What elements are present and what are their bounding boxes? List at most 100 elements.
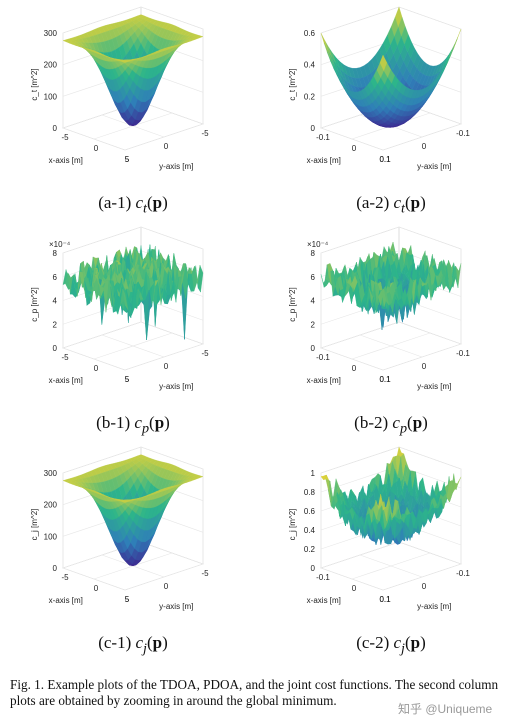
caption-prefix: (a-2) [356,193,394,212]
z-exponent-label: ×10⁻⁴ [49,240,71,249]
z-tick-label: 200 [44,61,58,70]
x-axis-label: x-axis [m] [307,376,341,385]
caption-prefix: (a-1) [98,193,136,212]
x-axis-label: x-axis [m] [307,596,341,605]
plot-panel-a2: 0.6 0.4 0.2 0 -0.1 0 0.1 -0.1 0 0.1 x-axis [m] y-ax… [266,6,516,188]
z-axis-label: c_t [m^2] [288,68,297,100]
caption-b2: (b-2) cp(p) [354,413,428,437]
y-tick-label: 0.1 [379,155,391,164]
x-axis-label: x-axis [m] [49,376,83,385]
z-tick-label: 300 [44,29,58,38]
axes-box-b2: 8 6 4 2 0 [311,226,462,371]
x-tick-label: -0.1 [456,569,470,578]
plot-panel-a1: 300 200 100 0 -5 0 5 -5 0 5 x-axis [m] y-axis [m] c_… [8,6,258,188]
z-tick-label: 0 [53,124,58,133]
z-tick-label: 0 [311,124,316,133]
caption-a1: (a-1) ct(p) [98,193,168,217]
z-tick-label: 0.2 [304,545,316,554]
caption-prefix: (b-2) [354,413,393,432]
y-tick-label: 0.1 [379,375,391,384]
z-tick-label: 2 [53,320,58,329]
z-tick-label: 0 [311,564,316,573]
z-tick-label: 0.4 [304,61,316,70]
x-tick-label: -5 [201,569,209,578]
y-axis-label: y-axis [m] [417,382,451,391]
plot-panel-c2: 1 0.8 0.6 0.4 0.2 0 -0.1 0 0.1 -0.1 0 0.1 x-axis [m]… [266,446,516,628]
z-axis-label: c_p [m^2] [30,287,39,321]
z-tick-label: 0 [53,344,58,353]
x-tick-label: 0 [422,362,427,371]
y-tick-label: 5 [125,595,130,604]
y-axis-label: y-axis [m] [417,602,451,611]
y-axis-label: y-axis [m] [417,162,451,171]
x-tick-label: 5 [125,375,130,384]
z-axis-label: c_j [m^2] [288,509,297,541]
y-axis-label: y-axis [m] [159,382,193,391]
x-tick-label: -5 [201,349,209,358]
surface-mesh-b1 [62,244,204,341]
y-tick-label: 0 [94,584,99,593]
surface-mesh-c2 [320,446,462,546]
plot-panel-b1: 8 6 4 2 0 -5 0 5 -5 0 5 x-axis [m] y-axis [m] c_p [m^… [8,226,258,408]
z-axis-label: c_t [m^2] [30,68,39,100]
x-tick-label: 0.1 [379,155,391,164]
z-tick-label: 4 [53,297,58,306]
y-tick-label: 0 [94,364,99,373]
z-tick-label: 0 [53,564,58,573]
x-tick-label: 0 [422,582,427,591]
y-tick-label: -5 [61,133,69,142]
x-tick-label: 0 [164,142,169,151]
z-exponent-label: ×10⁻⁴ [307,240,329,249]
caption-c1: (c-1) cj(p) [98,633,168,657]
x-axis-label: x-axis [m] [307,156,341,165]
x-tick-label: 5 [125,155,130,164]
z-tick-label: 2 [311,320,316,329]
z-tick-label: 8 [53,249,58,258]
figure-caption: Fig. 1. Example plots of the TDOA, PDOA,… [10,677,499,708]
z-tick-label: 0.6 [304,507,316,516]
z-tick-label: 0.8 [304,488,316,497]
y-tick-label: 5 [125,375,130,384]
surface-mesh-c1 [62,454,204,567]
x-axis-label: x-axis [m] [49,596,83,605]
z-tick-label: 200 [44,501,58,510]
x-tick-label: 0.1 [379,375,391,384]
z-tick-label: 6 [53,273,58,282]
plot-panel-b2: 8 6 4 2 0 -0.1 0 0.1 -0.1 0 0.1 x-axis [m] y-axis [m… [266,226,516,408]
y-axis-label: y-axis [m] [159,602,193,611]
y-tick-label: 0 [352,144,357,153]
caption-prefix: (c-2) [356,633,394,652]
surface-mesh-a2 [320,6,462,128]
x-tick-label: 0.1 [379,595,391,604]
z-tick-label: 0 [311,344,316,353]
y-tick-label: 0 [352,364,357,373]
surface-mesh-b2 [320,241,462,330]
z-tick-label: 4 [311,297,316,306]
x-tick-label: 5 [125,595,130,604]
z-axis-label: c_p [m^2] [288,287,297,321]
y-tick-label: 5 [125,155,130,164]
axes-box-a1: 300 200 100 0 [44,6,204,151]
watermark: 知乎 @Uniqueme [398,702,493,716]
z-tick-label: 6 [311,273,316,282]
z-tick-label: 0.6 [304,29,316,38]
z-tick-label: 300 [44,469,58,478]
z-tick-label: 8 [311,249,316,258]
surface-mesh-a1 [62,14,204,127]
x-tick-label: 0 [164,362,169,371]
z-tick-label: 1 [311,469,316,478]
caption-c2: (c-2) cj(p) [356,633,426,657]
plot-panel-c1: 300 200 100 0 -5 0 5 -5 0 5 x-axis [m] y-axis [m] c_… [8,446,258,628]
y-tick-label: 0 [352,584,357,593]
surface-plot-a2: 0.60.40.20-0.100.1-0.100.1x-axis [m]y-ax… [288,6,470,171]
z-tick-label: 100 [44,92,58,101]
y-axis-label: y-axis [m] [159,162,193,171]
z-tick-label: 100 [44,532,58,541]
x-tick-label: -5 [201,129,209,138]
x-tick-label: -0.1 [456,349,470,358]
y-tick-label: 0 [94,144,99,153]
